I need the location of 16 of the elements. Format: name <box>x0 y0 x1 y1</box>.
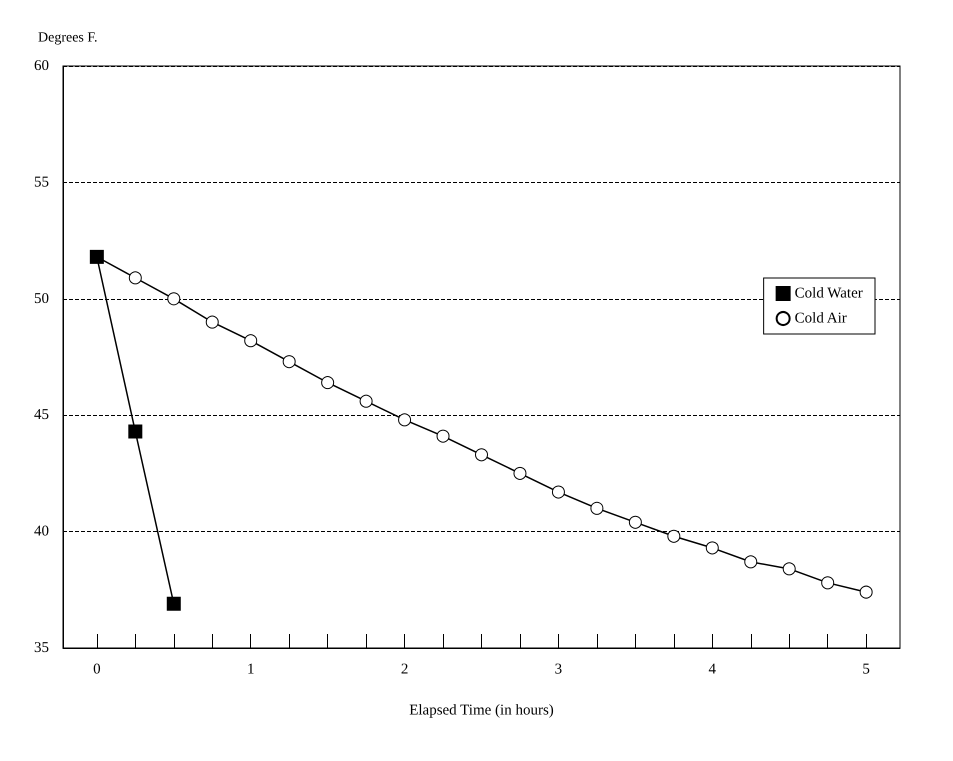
x-tick-label: 5 <box>862 662 870 678</box>
y-tick-label: 60 <box>34 58 49 74</box>
y-tick-label: 35 <box>34 640 49 656</box>
y-tick-label: 55 <box>34 174 49 190</box>
legend-label: Cold Air <box>794 310 847 326</box>
x-tick-label: 1 <box>246 662 254 678</box>
y-tick-label: 50 <box>34 290 49 307</box>
x-tick-label: 2 <box>400 662 408 678</box>
y-axis-title: Degrees F. <box>38 30 98 46</box>
x-axis-title: Elapsed Time (in hours) <box>409 702 554 718</box>
x-tick-label: 3 <box>554 662 562 678</box>
x-tick-label: 0 <box>93 662 101 678</box>
y-tick-label: 40 <box>34 524 49 540</box>
legend-label: Cold Water <box>794 286 863 302</box>
x-tick-label: 4 <box>708 662 717 678</box>
y-tick-label: 45 <box>34 407 49 424</box>
